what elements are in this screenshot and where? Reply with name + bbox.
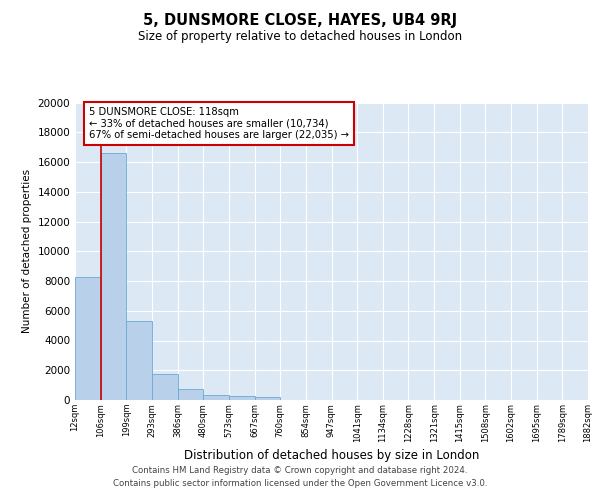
- Text: 5, DUNSMORE CLOSE, HAYES, UB4 9RJ: 5, DUNSMORE CLOSE, HAYES, UB4 9RJ: [143, 12, 457, 28]
- Text: Contains public sector information licensed under the Open Government Licence v3: Contains public sector information licen…: [113, 479, 487, 488]
- Bar: [203, 395, 229, 400]
- Bar: [75, 278, 101, 400]
- Text: Size of property relative to detached houses in London: Size of property relative to detached ho…: [138, 30, 462, 43]
- Bar: [254, 397, 280, 400]
- Bar: [127, 321, 152, 400]
- Bar: [152, 374, 178, 400]
- Bar: [229, 396, 254, 400]
- Bar: [178, 389, 203, 400]
- Y-axis label: Number of detached properties: Number of detached properties: [22, 169, 32, 334]
- Text: 5 DUNSMORE CLOSE: 118sqm
← 33% of detached houses are smaller (10,734)
67% of se: 5 DUNSMORE CLOSE: 118sqm ← 33% of detach…: [89, 107, 349, 140]
- Text: Contains HM Land Registry data © Crown copyright and database right 2024.: Contains HM Land Registry data © Crown c…: [132, 466, 468, 475]
- X-axis label: Distribution of detached houses by size in London: Distribution of detached houses by size …: [184, 449, 479, 462]
- Bar: [101, 153, 127, 400]
